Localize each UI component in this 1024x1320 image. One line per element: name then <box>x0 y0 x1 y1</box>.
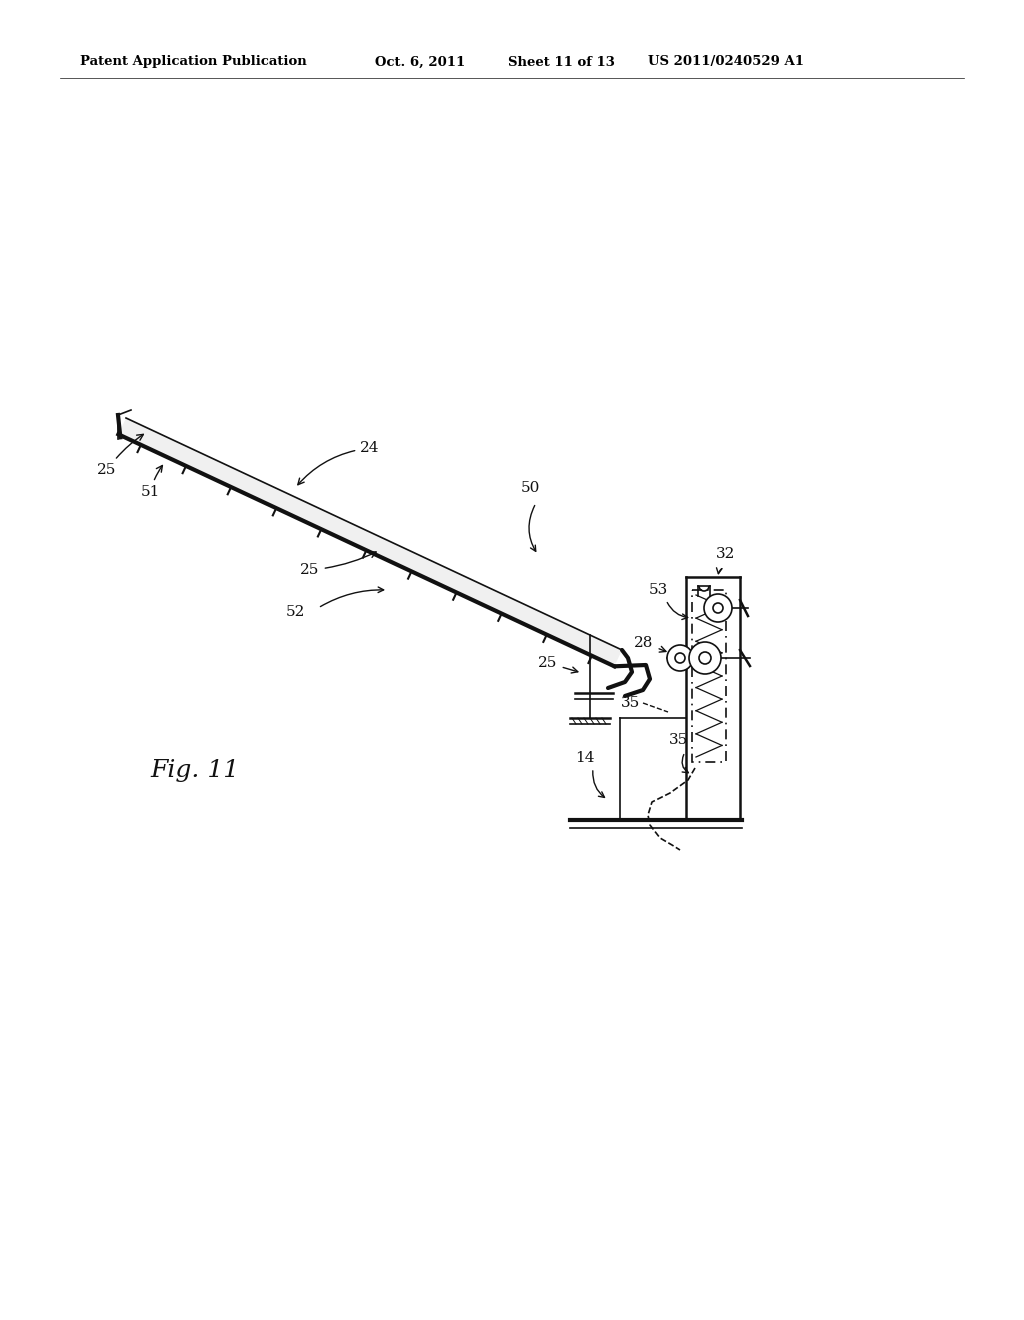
Circle shape <box>667 645 693 671</box>
Bar <box>692 590 726 762</box>
Text: 24: 24 <box>298 441 380 484</box>
Text: Fig. 11: Fig. 11 <box>151 759 240 781</box>
Text: Sheet 11 of 13: Sheet 11 of 13 <box>508 55 614 69</box>
Circle shape <box>675 653 685 663</box>
Text: Patent Application Publication: Patent Application Publication <box>80 55 307 69</box>
Text: 28: 28 <box>634 636 666 652</box>
Text: 52: 52 <box>286 605 305 619</box>
Text: 50: 50 <box>520 480 540 495</box>
Text: 32: 32 <box>717 546 735 561</box>
Text: Oct. 6, 2011: Oct. 6, 2011 <box>375 55 465 69</box>
Text: 14: 14 <box>575 751 595 766</box>
Text: 53: 53 <box>648 583 668 597</box>
Text: 25: 25 <box>97 434 143 477</box>
Circle shape <box>699 652 711 664</box>
Polygon shape <box>119 418 622 667</box>
Text: 35: 35 <box>669 733 688 747</box>
Circle shape <box>713 603 723 612</box>
Text: 25: 25 <box>300 552 376 577</box>
Text: 51: 51 <box>140 466 163 499</box>
Circle shape <box>705 594 732 622</box>
Text: US 2011/0240529 A1: US 2011/0240529 A1 <box>648 55 804 69</box>
Circle shape <box>689 642 721 675</box>
Text: 35: 35 <box>621 696 640 710</box>
Text: 25: 25 <box>539 656 578 673</box>
